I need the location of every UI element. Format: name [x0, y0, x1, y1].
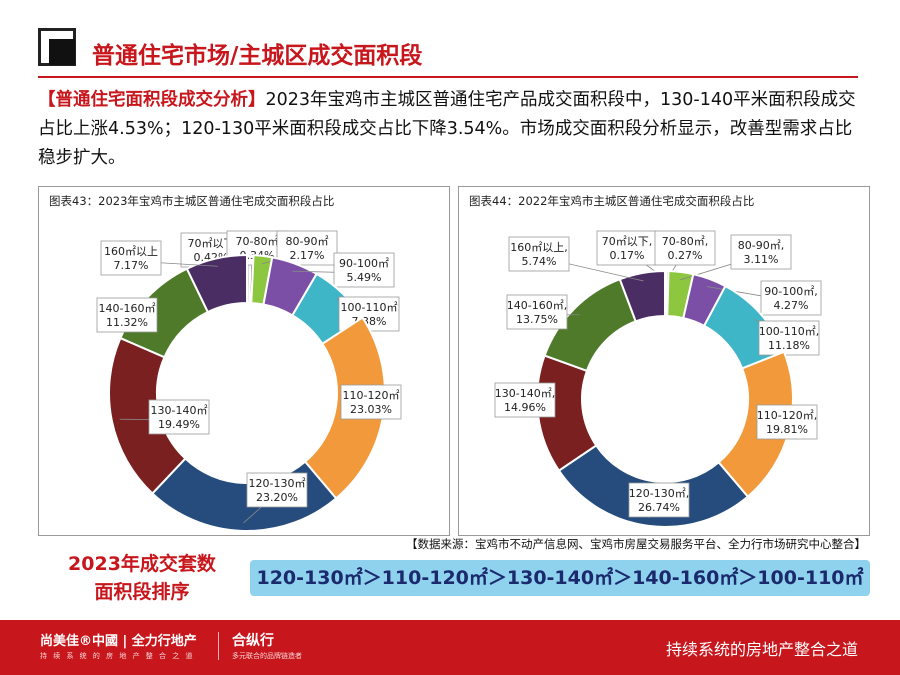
data-label-category: 160㎡以上 [104, 245, 158, 258]
data-label-box [654, 230, 716, 266]
data-label-category: 100-110㎡, [759, 325, 819, 338]
ranking-label-line2: 面积段排序 [94, 581, 190, 603]
ranking-label: 2023年成交套数 面积段排序 [52, 550, 232, 606]
data-label-6: 120-130㎡,26.74% [628, 482, 690, 518]
data-label-value: 11.32% [106, 316, 148, 329]
data-label-box [730, 234, 792, 270]
chart-title-2023: 图表43：2023年宝鸡市主城区普通住宅成交面积段占比 [49, 194, 335, 208]
data-label-box [100, 240, 162, 276]
data-label-category: 110-120㎡ [343, 389, 400, 402]
data-label-category: 130-140㎡ [151, 404, 208, 417]
data-label-box [246, 472, 308, 508]
data-label-7: 130-140㎡,14.96% [494, 382, 556, 418]
data-label-category: 80-90㎡, [738, 239, 784, 252]
data-label-value: 13.75% [516, 313, 558, 326]
data-label-value: 4.27% [774, 299, 809, 312]
footer-brand: 尚美佳®中國 | 全力行地产 [40, 634, 197, 649]
footer-slogan: 持续系统的房地产整合之道 [665, 640, 858, 659]
data-label-5: 110-120㎡,19.81% [756, 404, 818, 440]
footer-logo-sub: 多元联合的品牌链造者 [232, 652, 302, 660]
chart-title-2022: 图表44：2022年宝鸡市主城区普通住宅成交面积段占比 [469, 194, 755, 208]
footer-separator [218, 632, 219, 660]
donut-segment-9 [618, 269, 666, 323]
data-label-8: 140-160㎡,13.75% [506, 294, 568, 330]
data-label-2: 80-90㎡,3.11% [730, 234, 792, 270]
data-label-box [494, 382, 556, 418]
page-title: 普通住宅市场/主城区成交面积段 [92, 43, 423, 69]
data-label-value: 19.81% [766, 423, 808, 436]
ranking-order-bar: 120-130㎡＞110-120㎡＞130-140㎡＞140-160㎡＞100-… [250, 560, 870, 596]
data-label-category: 100-110㎡ [341, 301, 398, 314]
data-label-value: 11.18% [768, 339, 810, 352]
intro-paragraph: 【普通住宅面积段成交分析】2023年宝鸡市主城区普通住宅产品成交面积段中，130… [38, 86, 868, 173]
data-label-value: 14.96% [504, 401, 546, 414]
data-label-category: 70-80㎡, [662, 235, 708, 248]
intro-text: 2023年宝鸡市主城区普通住宅产品成交面积段中，130-140平米面积段成交占比… [38, 90, 856, 168]
data-label-value: 26.74% [638, 501, 680, 514]
data-label-value: 7.17% [114, 259, 149, 272]
data-label-1: 70-80㎡,0.27% [654, 230, 716, 266]
data-source-note: 【数据来源：宝鸡市不动产信息网、宝鸡市房屋交易服务平台、全力行市场研究中心整合】 [406, 537, 866, 551]
data-label-box [756, 404, 818, 440]
data-label-value: 19.49% [158, 418, 200, 431]
data-label-category: 90-100㎡, [764, 285, 817, 298]
data-label-box [340, 384, 402, 420]
data-label-category: 130-140㎡, [495, 387, 555, 400]
data-label-box [506, 294, 568, 330]
data-label-box [758, 320, 820, 356]
data-label-4: 100-110㎡,11.18% [758, 320, 820, 356]
data-label-value: 23.03% [350, 403, 392, 416]
data-label-category: 110-120㎡, [757, 409, 817, 422]
data-label-box [508, 236, 570, 272]
title-divider [38, 76, 858, 78]
data-label-category: 140-160㎡, [507, 299, 567, 312]
data-label-value: 5.74% [522, 255, 557, 268]
data-label-box [596, 230, 658, 266]
donut-chart-2023: 70㎡以下0.42%70-80㎡0.34%80-90㎡2.17%90-100㎡5… [96, 230, 402, 532]
data-label-box [276, 230, 338, 266]
intro-highlight: 【普通住宅面积段成交分析】 [38, 90, 266, 110]
chart-panel-2022: 图表44：2022年宝鸡市主城区普通住宅成交面积段占比 70㎡以下, 0.17% 7… [458, 186, 870, 536]
data-label-box [628, 482, 690, 518]
data-label-category: 90-100㎡ [339, 257, 389, 270]
data-label-value: 3.11% [744, 253, 779, 266]
title-icon-fill [49, 39, 75, 65]
donut-chart-2022: 70㎡以下,0.17%70-80㎡,0.27%80-90㎡,3.11%90-10… [494, 230, 822, 528]
footer: 尚美佳®中國 | 全力行地产 持 续 系 统 的 房 地 产 整 合 之 道 合… [0, 620, 900, 675]
data-label-box [96, 297, 158, 333]
data-label-value: 23.20% [256, 491, 298, 504]
data-label-category: 140-160㎡ [99, 302, 156, 315]
footer-brand-sub: 持 续 系 统 的 房 地 产 整 合 之 道 [40, 652, 195, 660]
data-label-9: 160㎡以上,5.74% [508, 236, 570, 272]
data-label-3: 90-100㎡,4.27% [760, 280, 822, 316]
data-label-category: 70㎡以下 [188, 237, 235, 250]
data-label-category: 160㎡以上, [510, 241, 568, 254]
data-label-value: 5.49% [347, 271, 382, 284]
data-label-0: 70㎡以下,0.17% [596, 230, 658, 266]
data-label-value: 2.17% [290, 249, 325, 262]
data-label-box [148, 399, 210, 435]
data-label-category: 80-90㎡ [286, 235, 329, 248]
data-label-box [760, 280, 822, 316]
ranking-label-line1: 2023年成交套数 [68, 553, 216, 575]
chart-panel-2023: 图表43：2023年宝鸡市主城区普通住宅成交面积段占比 70㎡以下 0.42% 70… [38, 186, 450, 536]
data-label-value: 0.27% [668, 249, 703, 262]
data-label-category: 120-130㎡, [629, 487, 689, 500]
donut-segment-9 [185, 253, 248, 314]
footer-logo: 合纵行 [232, 633, 274, 649]
data-label-category: 120-130㎡ [249, 477, 306, 490]
data-label-category: 70-80㎡ [236, 235, 279, 248]
data-label-category: 70㎡以下, [602, 235, 653, 248]
data-label-value: 0.17% [610, 249, 645, 262]
donut-segment-6 [150, 457, 338, 532]
data-label-box [333, 252, 395, 288]
